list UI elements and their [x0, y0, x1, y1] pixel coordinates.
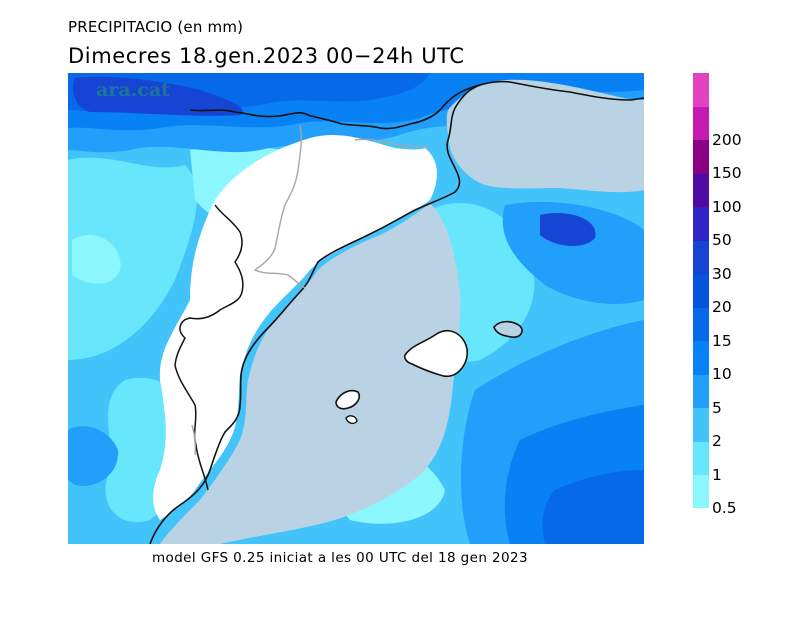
legend-level-label: 5 — [712, 398, 722, 417]
island-mallorca — [403, 329, 469, 378]
legend-level-label: 100 — [712, 197, 742, 216]
watermark-logo: ara.cat — [96, 79, 170, 101]
chart-title: PRECIPITACIO (en mm) — [68, 18, 244, 36]
legend-level-label: 1 — [712, 465, 722, 484]
land-area — [153, 135, 437, 520]
island-eivissa — [335, 389, 361, 410]
legend-level-label: 30 — [712, 264, 732, 283]
precip-zone-heavy — [502, 201, 644, 305]
precip-zone-heavy — [68, 426, 119, 486]
coastline — [149, 84, 481, 544]
legend-swatch — [693, 273, 709, 308]
precip-zone-light — [68, 157, 197, 360]
country-border — [174, 204, 244, 491]
chart-subtitle: Dimecres 18.gen.2023 00−24h UTC — [68, 44, 465, 68]
legend-level-label: 150 — [712, 164, 742, 183]
precip-zone-max — [540, 212, 596, 246]
legend-swatch — [693, 307, 709, 342]
legend-level-label: 2 — [712, 432, 722, 451]
legend-swatch — [693, 441, 709, 476]
island-menorca — [493, 320, 523, 338]
legend-swatch — [693, 73, 709, 107]
legend-swatch — [693, 206, 709, 241]
legend-level-label: 15 — [712, 331, 732, 350]
color-legend — [693, 73, 709, 509]
legend-swatch — [693, 374, 709, 409]
precipitation-map — [68, 73, 644, 544]
legend-level-label: 0.5 — [712, 499, 737, 517]
legend-level-label: 10 — [712, 365, 732, 384]
island-formentera — [345, 415, 358, 425]
coastline — [189, 80, 644, 130]
legend-swatch — [693, 340, 709, 375]
legend-level-label: 200 — [712, 130, 742, 149]
regional-border — [253, 124, 306, 289]
legend-swatch — [693, 240, 709, 275]
legend-level-label: 50 — [712, 231, 732, 250]
model-footer: model GFS 0.25 iniciat a les 00 UTC del … — [152, 550, 528, 566]
legend-swatch — [693, 474, 709, 509]
precip-zone-light — [72, 234, 121, 284]
regional-border — [191, 424, 197, 456]
precip-zone-extreme — [542, 470, 644, 544]
sea-area — [160, 203, 461, 544]
legend-swatch — [693, 407, 709, 442]
precip-zone-max — [73, 76, 243, 116]
legend-swatch — [693, 106, 709, 141]
legend-swatch — [693, 139, 709, 174]
legend-swatch — [693, 173, 709, 208]
sea-area — [446, 79, 644, 193]
legend-level-label: 20 — [712, 298, 732, 317]
regional-border — [354, 138, 431, 149]
